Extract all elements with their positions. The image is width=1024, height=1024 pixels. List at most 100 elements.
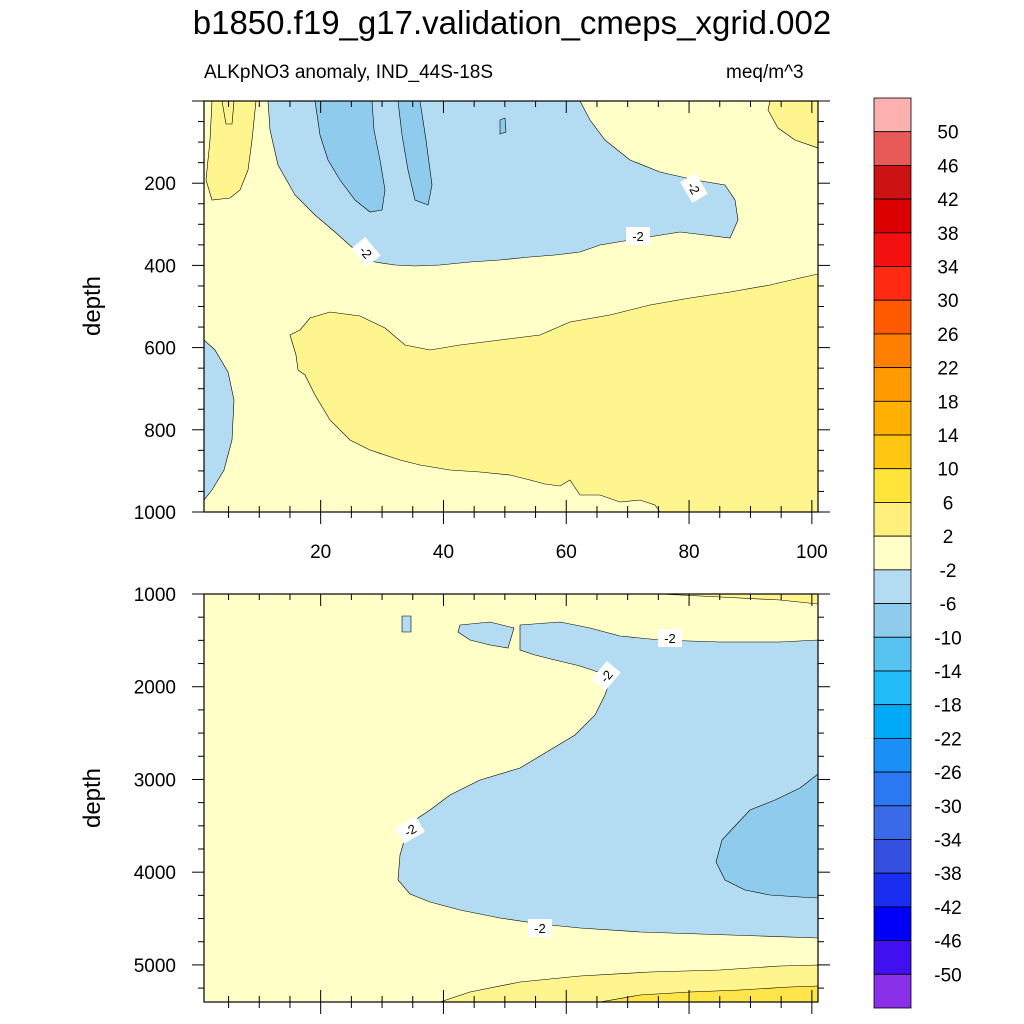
colorbar-label: -26 (934, 763, 961, 784)
colorbar-label: 18 (937, 392, 958, 413)
upper-xtick-label: 80 (678, 542, 699, 563)
upper-xtick-label: 60 (556, 542, 577, 563)
upper-ytick-label: 400 (144, 256, 176, 277)
lower-ylabel: depth (79, 768, 106, 828)
contour-label-text: -2 (632, 229, 644, 244)
colorbar-label: -34 (934, 830, 962, 851)
contour-label-box (626, 227, 650, 245)
colorbar-label: 10 (937, 460, 958, 481)
upper-xtick-label: 40 (433, 542, 454, 563)
upper-ytick-label: 800 (144, 421, 176, 442)
contour-label: -2 (351, 237, 381, 267)
colorbar-label: 50 (937, 123, 958, 144)
upper-ytick-label: 600 (144, 339, 176, 360)
upper-negative-layer (267, 101, 739, 267)
colorbar-swatch (873, 906, 912, 941)
colorbar-swatch (873, 367, 912, 402)
colorbar-swatch (873, 97, 912, 133)
contour-label-box (395, 816, 425, 844)
colorbar-label: 26 (937, 325, 958, 346)
colorbar-swatch (873, 603, 912, 638)
colorbar-label: 30 (937, 291, 958, 312)
axis-ticks (192, 100, 830, 1014)
colorbar-swatch (873, 299, 912, 335)
colorbar-label: -46 (934, 932, 961, 953)
upper-positive-west-small (221, 101, 235, 125)
lower-positive-top-east (659, 594, 818, 605)
colorbar-swatch (873, 872, 912, 908)
contour-label: -2 (591, 661, 621, 691)
upper-ytick-label: 1000 (134, 503, 176, 524)
colorbar-swatch (873, 771, 912, 807)
lower-negative-speck-1 (457, 621, 515, 649)
upper-ytick-label: 200 (144, 174, 176, 195)
contour-label-text: -2 (664, 631, 676, 646)
contour-label: -2 (626, 227, 650, 245)
colorbar-label: -18 (934, 696, 961, 717)
contour-label-box (528, 919, 552, 937)
colorbar-swatch (873, 131, 912, 166)
upper-negative-west (204, 339, 235, 501)
colorbar-label: -50 (934, 965, 961, 986)
colorbar-swatch (873, 400, 912, 436)
upper-positive-band (289, 273, 818, 512)
colorbar-swatch (873, 266, 912, 301)
colorbar-swatch (873, 839, 912, 874)
colorbar-swatch (873, 434, 912, 470)
colorbar-label: 46 (937, 156, 958, 177)
contour-label: -2 (528, 919, 552, 937)
colorbar-label: -6 (940, 595, 957, 616)
colorbar-swatch (873, 973, 912, 1009)
lower-positive-bottom-east (599, 985, 818, 1002)
colorbar-label: -14 (934, 662, 962, 683)
colorbar-label: 34 (937, 258, 959, 279)
colorbar-label: -2 (940, 561, 957, 582)
colorbar-label: -30 (934, 797, 961, 818)
lower-ytick-label: 3000 (134, 770, 176, 791)
colorbar-swatch (873, 165, 912, 200)
colorbar: 50 46 42 38 34 30 26 22 18 14 10 6 2 -2 -6 -10 -14 -18 -22… (873, 97, 962, 1009)
contour-labels: -2 -2 -2 -2 -2 -2 -2 (351, 173, 708, 937)
colorbar-swatch (873, 704, 912, 739)
contour-label-box (591, 661, 621, 691)
colorbar-swatch (873, 670, 912, 706)
upper-ylabel: depth (79, 276, 106, 336)
colorbar-label: 2 (943, 527, 954, 548)
upper-xtick-label: 100 (796, 542, 828, 563)
contour-label-text: -2 (534, 921, 546, 936)
page-title: b1850.f19_g17.validation_cmeps_xgrid.002 (192, 4, 832, 41)
colorbar-swatch (873, 737, 912, 773)
axis-labels: 20 40 60 80 100 200 400 600 800 1000 1000 2000 3000 4… (134, 174, 828, 977)
colorbar-label: 14 (937, 426, 959, 447)
contour-label: -2 (395, 816, 425, 844)
upper-negative-core-2 (397, 101, 433, 206)
lower-panel (204, 594, 818, 1002)
upper-positive-east (767, 101, 818, 149)
lower-ytick-label: 5000 (134, 956, 176, 977)
lower-ytick-label: 4000 (134, 863, 176, 884)
colorbar-label: 6 (943, 493, 954, 514)
lower-ytick-label: 2000 (134, 678, 176, 699)
colorbar-swatch (873, 198, 912, 234)
colorbar-swatch (873, 502, 912, 537)
contour-label: -2 (658, 629, 682, 647)
lower-negative-speck-2 (401, 615, 412, 633)
contour-label-box (658, 629, 682, 647)
upper-negative-core-1 (314, 101, 386, 213)
colorbar-label: -38 (934, 864, 961, 885)
subtitle-units: meq/m^3 (726, 62, 804, 83)
upper-negative-speck (499, 117, 507, 135)
contour-label-box (351, 237, 381, 267)
subtitle-variable: ALKpNO3 anomaly, IND_44S-18S (204, 62, 494, 83)
lower-frame (203, 593, 819, 1003)
colorbar-swatch (873, 569, 912, 604)
colorbar-swatch (873, 535, 912, 571)
lower-ytick-label: 1000 (134, 585, 176, 606)
colorbar-label: 38 (937, 224, 958, 245)
colorbar-label: -22 (934, 729, 961, 750)
contour-label: -2 (680, 173, 708, 203)
upper-positive-west (204, 101, 257, 201)
colorbar-label: -10 (934, 628, 961, 649)
colorbar-label: 42 (937, 190, 958, 211)
